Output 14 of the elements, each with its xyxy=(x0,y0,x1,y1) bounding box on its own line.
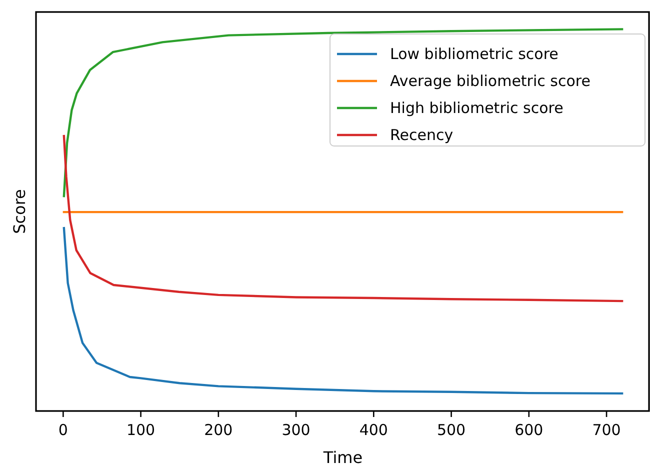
legend-label: Recency xyxy=(390,126,454,144)
x-tick-label: 300 xyxy=(282,421,310,439)
y-axis-title: Score xyxy=(10,189,29,234)
x-tick-label: 700 xyxy=(592,421,621,439)
x-axis-title: Time xyxy=(322,448,363,466)
x-tick-label: 200 xyxy=(204,421,233,439)
x-tick-label: 400 xyxy=(359,421,388,439)
x-tick-label: 600 xyxy=(514,421,544,439)
x-tick-label: 0 xyxy=(58,421,68,439)
x-tick-label: 500 xyxy=(436,421,466,439)
legend-label: Average bibliometric score xyxy=(390,72,590,90)
x-tick-label: 100 xyxy=(126,421,156,439)
legend-label: High bibliometric score xyxy=(390,99,564,117)
legend-label: Low bibliometric score xyxy=(390,45,558,63)
